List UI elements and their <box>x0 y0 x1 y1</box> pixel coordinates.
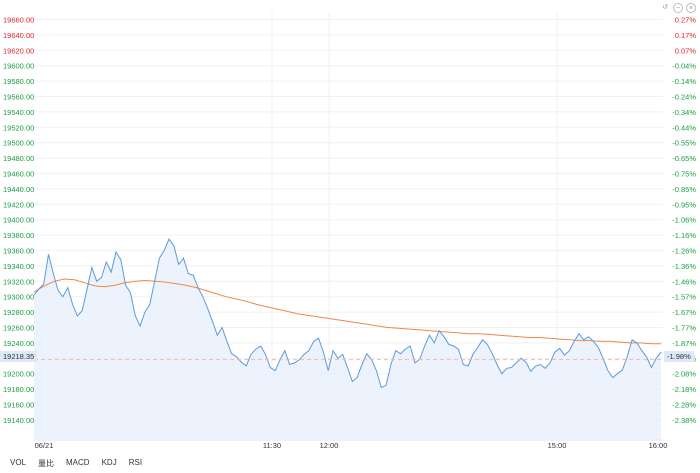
pct-tick-label: -0.85% <box>672 185 696 194</box>
pct-tick-label: -1.36% <box>672 262 696 271</box>
y-tick-label: 19320.00 <box>3 277 34 286</box>
y-tick-label: 19340.00 <box>3 262 34 271</box>
y-axis-right: 0.27% 0.17% 0.07% -0.04% -0.14% -0.24% -0.34% -… <box>672 16 696 425</box>
x-tick-label: 06/21 <box>35 441 54 450</box>
x-tick-label: 12:00 <box>320 441 339 450</box>
y-tick-label: 19640.00 <box>3 31 34 40</box>
y-tick-label: 19240.00 <box>3 339 34 348</box>
x-tick-label: 15:00 <box>548 441 567 450</box>
y-tick-label: 19620.00 <box>3 46 34 55</box>
x-tick-label: 16:00 <box>649 441 668 450</box>
y-tick-label: 19560.00 <box>3 93 34 102</box>
pct-tick-label: -0.44% <box>672 123 696 132</box>
y-tick-label: 19400.00 <box>3 216 34 225</box>
y-tick-label: 19420.00 <box>3 200 34 209</box>
x-axis: 06/21 11:30 12:00 15:00 16:00 <box>34 439 668 450</box>
y-tick-label: 19360.00 <box>3 247 34 256</box>
pct-tick-label: -0.04% <box>672 62 696 71</box>
x-tick-label: 11:30 <box>263 441 281 450</box>
price-area-fill <box>34 239 661 440</box>
zoom-out-icon[interactable]: − <box>673 3 683 13</box>
tab-volume-ratio[interactable]: 量比 <box>38 459 55 468</box>
tab-macd[interactable]: MACD <box>66 458 90 467</box>
y-tick-label: 19440.00 <box>3 185 34 194</box>
pct-tick-label: -2.28% <box>672 401 696 410</box>
y-tick-label: 19480.00 <box>3 154 34 163</box>
tab-vol[interactable]: VOL <box>10 458 27 467</box>
pct-tick-label: -0.95% <box>672 200 696 209</box>
close-icon[interactable]: × <box>686 3 696 13</box>
pct-tick-label: -2.08% <box>672 370 696 379</box>
y-tick-label: 19660.00 <box>3 16 34 25</box>
average-price-line <box>33 278 661 345</box>
y-tick-label: 19260.00 <box>3 324 34 333</box>
y-tick-label: 19460.00 <box>3 170 34 179</box>
undo-icon[interactable]: ↺ <box>660 3 670 13</box>
y-tick-label: 19540.00 <box>3 108 34 117</box>
y-tick-label: 19380.00 <box>3 231 34 240</box>
y-tick-label: 19580.00 <box>3 77 34 86</box>
tab-kdj[interactable]: KDJ <box>101 458 117 467</box>
y-tick-label: 19520.00 <box>3 123 34 132</box>
pct-tick-label: -1.67% <box>672 308 696 317</box>
pct-tick-label: -1.16% <box>672 231 696 240</box>
y-axis-left: 19660.00 19640.00 19620.00 19600.00 19580.00… <box>3 16 34 425</box>
y-tick-label: 19280.00 <box>3 308 34 317</box>
pct-tick-label: 0.17% <box>675 31 697 40</box>
price-line <box>33 237 662 389</box>
y-tick-label: 19300.00 <box>3 293 34 302</box>
y-tick-label: 19160.00 <box>3 401 34 410</box>
pct-tick-label: -1.06% <box>672 216 696 225</box>
pct-tick-label: -1.77% <box>672 324 696 333</box>
pct-tick-label: -2.18% <box>672 385 696 394</box>
y-tick-label: 19600.00 <box>3 62 34 71</box>
pct-tick-label: -1.46% <box>672 277 696 286</box>
pct-tick-label: -0.14% <box>672 77 696 86</box>
pct-tick-label: -0.75% <box>672 170 696 179</box>
pct-tick-label: -0.65% <box>672 154 696 163</box>
pct-tick-label: -0.55% <box>672 139 696 148</box>
y-tick-label: 19200.00 <box>3 370 34 379</box>
tab-rsi[interactable]: RSI <box>128 458 143 467</box>
pct-tick-label: -1.26% <box>672 247 696 256</box>
pct-tick-label: 0.07% <box>675 46 697 55</box>
y-tick-label: 19500.00 <box>3 139 34 148</box>
y-tick-label: 19180.00 <box>3 385 34 394</box>
pct-tick-label: -1.87% <box>672 339 696 348</box>
y-tick-label: 19140.00 <box>3 416 34 425</box>
indicator-tabs: VOL 量比 MACD KDJ RSI <box>10 458 142 469</box>
pct-tick-label: -1.57% <box>672 293 696 302</box>
current-change-label: -1.98% <box>664 351 694 362</box>
current-price-label: 19218.35 <box>0 351 38 362</box>
pct-tick-label: -2.38% <box>672 416 696 425</box>
pct-tick-label: -0.24% <box>672 93 696 102</box>
pct-tick-label: -0.34% <box>672 108 696 117</box>
pct-tick-label: 0.27% <box>675 16 697 25</box>
